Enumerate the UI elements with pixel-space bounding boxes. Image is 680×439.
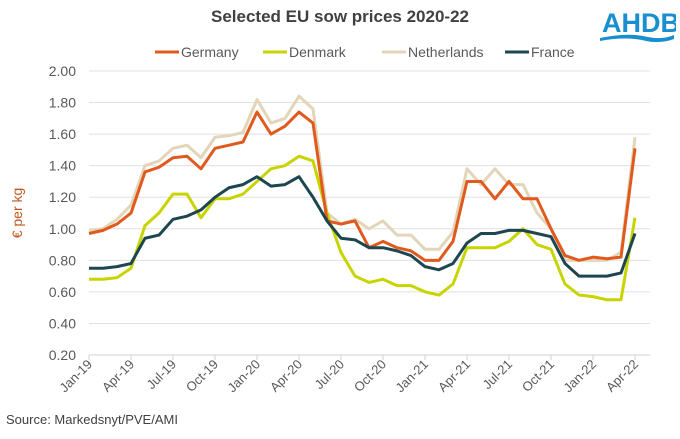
logo-wave-icon (600, 34, 674, 43)
x-tick-label: Apr-21 (435, 357, 473, 395)
y-tick-label: 0.20 (49, 347, 76, 363)
logo-text: AHDB (602, 8, 676, 38)
y-tick-label: 1.80 (49, 95, 76, 111)
legend-item-netherlands: Netherlands (382, 44, 484, 60)
y-tick-label: 1.40 (49, 158, 76, 174)
y-tick-label: 2.00 (49, 63, 76, 79)
legend-label: Denmark (289, 44, 347, 60)
y-tick-label: 0.80 (49, 252, 76, 268)
y-tick-label: 1.20 (49, 189, 76, 205)
x-tick-label: Jan-20 (224, 357, 263, 396)
series-line-denmark (89, 154, 637, 302)
legend-item-germany: Germany (155, 44, 239, 60)
x-tick-label: Apr-19 (99, 357, 137, 395)
legend-label: Germany (181, 44, 239, 60)
chart-title: Selected EU sow prices 2020-22 (211, 7, 469, 26)
x-tick-label: Jan-22 (560, 357, 599, 396)
ahdb-logo: AHDB (598, 4, 680, 49)
source-note: Source: Markedsnyt/PVE/AMI (6, 412, 178, 427)
x-tick-label: Jul-21 (479, 357, 515, 393)
x-tick-label: Jul-19 (143, 357, 179, 393)
x-tick-label: Jan-21 (392, 357, 431, 396)
x-tick-label: Oct-21 (519, 357, 557, 395)
x-tick-label: Oct-20 (351, 357, 389, 395)
x-tick-label: Oct-19 (183, 357, 221, 395)
y-axis-label: € per kg (9, 188, 25, 239)
legend-label: France (531, 44, 575, 60)
y-tick-label: 0.60 (49, 284, 76, 300)
series-line-netherlands (88, 94, 637, 262)
y-tick-label: 1.00 (49, 221, 76, 237)
y-tick-label: 0.40 (49, 315, 76, 331)
x-tick-label: Apr-22 (603, 357, 641, 395)
x-tick-label: Apr-20 (267, 357, 305, 395)
series-line-france (89, 175, 637, 278)
legend-label: Netherlands (408, 44, 484, 60)
legend-item-denmark: Denmark (263, 44, 347, 60)
x-tick-label: Jul-20 (311, 357, 347, 393)
y-tick-label: 1.60 (49, 126, 76, 142)
legend-item-france: France (505, 44, 575, 60)
series-line-germany (88, 110, 637, 262)
